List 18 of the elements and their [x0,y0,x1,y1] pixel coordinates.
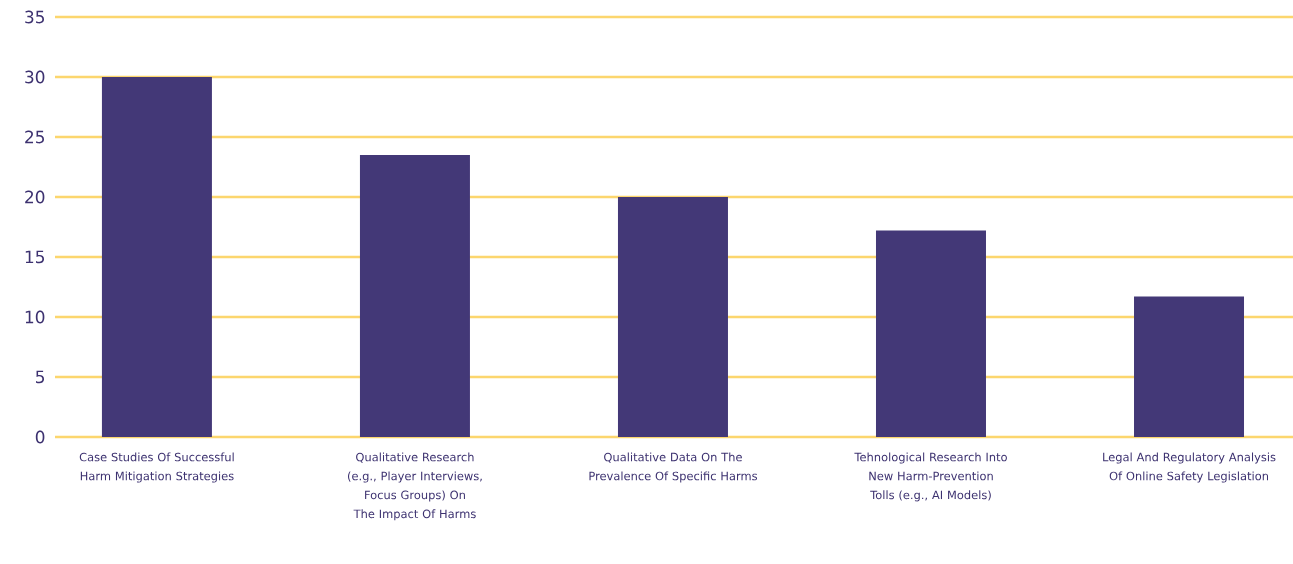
y-tick-label: 5 [36,370,45,384]
bar [359,154,470,437]
x-tick-label: Case Studies Of Successful Harm Mitigation Strategies [79,452,234,483]
x-tick-label: Qualitative Research (e.g., Player Interviews, Focus Groups) On The Impact Of Harms [347,452,482,521]
x-tick-label: Qualitative Data On The Prevalence Of Specific Harms [589,452,758,483]
bar [101,76,212,437]
bar [1134,296,1245,437]
y-tick-label: 35 [25,10,45,24]
bar [617,196,728,437]
x-tick-label: Legal And Regulatory Analysis Of Online Safety Legislation [1103,452,1276,483]
y-tick-label: 25 [25,130,45,144]
x-tick-label: Tehnological Research Into New Harm-Prevention Tolls (e.g., AI Models) [854,452,1007,502]
y-tick-label: 30 [25,70,45,84]
y-tick-label: 0 [35,430,45,444]
bar [875,230,986,437]
y-tick-label: 15 [25,250,45,264]
y-tick-label: 10 [25,310,45,324]
y-tick-label: 20 [25,190,45,204]
